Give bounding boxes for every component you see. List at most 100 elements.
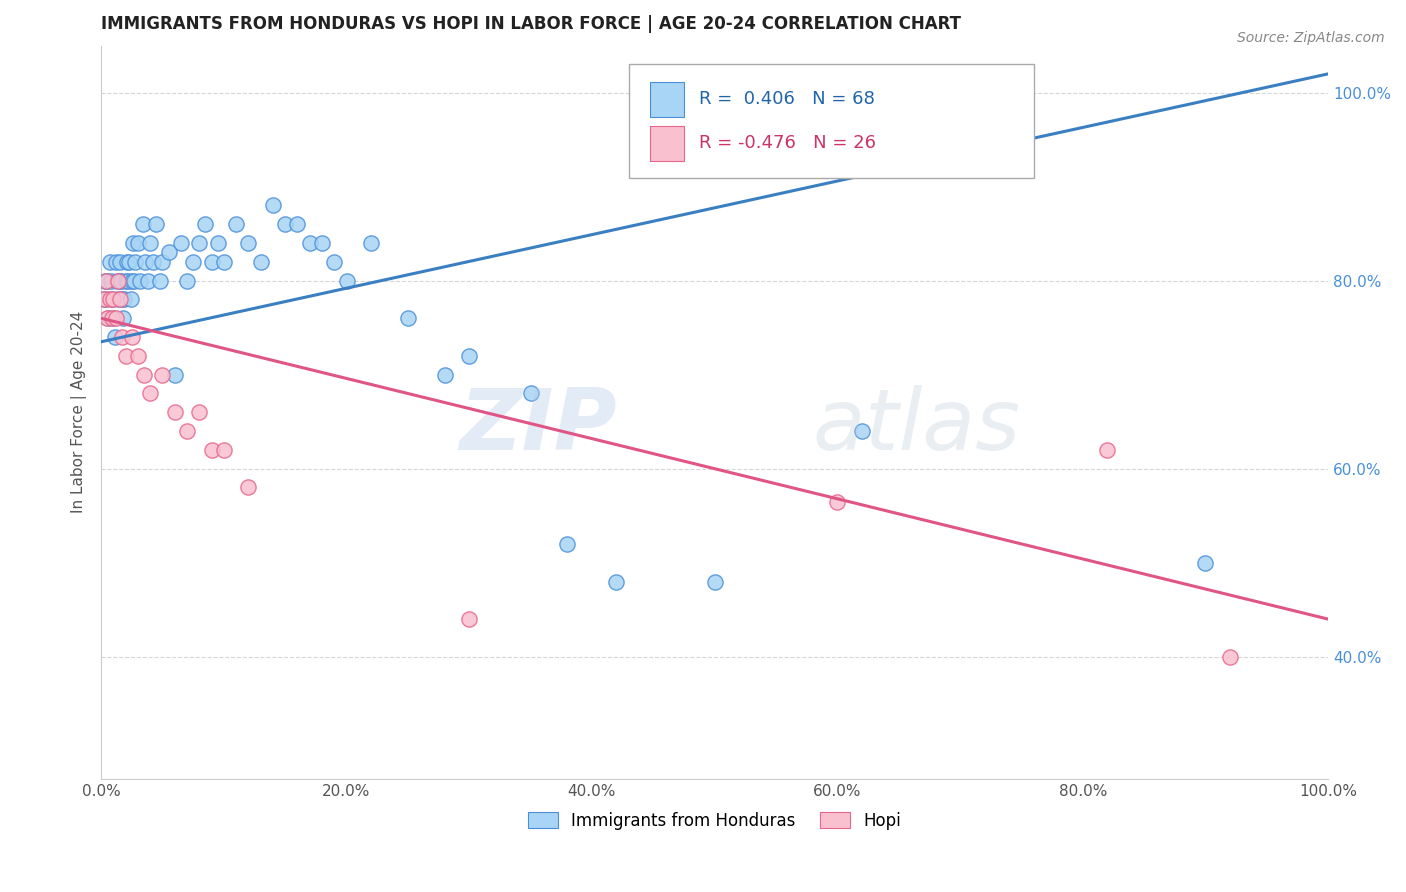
Bar bbox=[650, 126, 683, 161]
Point bbox=[188, 405, 211, 419]
Point bbox=[101, 293, 124, 307]
Point bbox=[152, 255, 174, 269]
Point bbox=[149, 274, 172, 288]
Point bbox=[139, 236, 162, 251]
Point bbox=[132, 368, 155, 382]
Point bbox=[238, 481, 260, 495]
Text: R = -0.476   N = 26: R = -0.476 N = 26 bbox=[699, 134, 876, 153]
Point bbox=[225, 217, 247, 231]
Point bbox=[132, 217, 155, 231]
Legend: Immigrants from Honduras, Hopi: Immigrants from Honduras, Hopi bbox=[522, 805, 908, 837]
Point bbox=[163, 368, 186, 382]
Point bbox=[101, 311, 124, 326]
Point bbox=[176, 274, 198, 288]
Point bbox=[94, 293, 117, 307]
Point bbox=[103, 293, 125, 307]
Point bbox=[605, 574, 627, 589]
Point bbox=[110, 274, 132, 288]
Point bbox=[96, 274, 118, 288]
Point bbox=[194, 217, 217, 231]
Point bbox=[107, 274, 129, 288]
Point bbox=[274, 217, 297, 231]
Point bbox=[262, 198, 284, 212]
Point bbox=[112, 311, 135, 326]
Point bbox=[139, 386, 162, 401]
Point bbox=[114, 293, 136, 307]
Point bbox=[129, 274, 152, 288]
Point bbox=[111, 293, 134, 307]
Point bbox=[287, 217, 309, 231]
Point bbox=[136, 274, 159, 288]
Point bbox=[249, 255, 271, 269]
Point bbox=[212, 442, 235, 457]
Point bbox=[105, 274, 128, 288]
Point bbox=[121, 274, 143, 288]
Point bbox=[827, 494, 849, 508]
Point bbox=[145, 217, 167, 231]
Point bbox=[207, 236, 229, 251]
Text: Source: ZipAtlas.com: Source: ZipAtlas.com bbox=[1237, 31, 1385, 45]
Point bbox=[176, 424, 198, 438]
Point bbox=[127, 349, 149, 363]
Point bbox=[108, 293, 131, 307]
Point bbox=[94, 274, 117, 288]
Point bbox=[121, 330, 143, 344]
Point bbox=[98, 293, 121, 307]
Point bbox=[519, 386, 541, 401]
Point bbox=[1219, 649, 1241, 664]
Point bbox=[97, 311, 120, 326]
Point bbox=[122, 236, 145, 251]
Point bbox=[108, 255, 131, 269]
Point bbox=[142, 255, 165, 269]
Point bbox=[115, 255, 138, 269]
Point bbox=[118, 255, 141, 269]
Point bbox=[104, 330, 127, 344]
Point bbox=[1097, 442, 1119, 457]
Point bbox=[238, 236, 260, 251]
Point bbox=[298, 236, 321, 251]
Point bbox=[120, 293, 142, 307]
Point bbox=[851, 424, 873, 438]
Point bbox=[311, 236, 333, 251]
Point bbox=[104, 311, 127, 326]
Point bbox=[360, 236, 382, 251]
Text: IMMIGRANTS FROM HONDURAS VS HOPI IN LABOR FORCE | AGE 20-24 CORRELATION CHART: IMMIGRANTS FROM HONDURAS VS HOPI IN LABO… bbox=[101, 15, 962, 33]
Point bbox=[107, 293, 129, 307]
Point bbox=[94, 274, 117, 288]
Point bbox=[396, 311, 419, 326]
Point bbox=[152, 368, 174, 382]
Point bbox=[703, 574, 725, 589]
Point bbox=[181, 255, 204, 269]
Point bbox=[114, 349, 136, 363]
Point bbox=[127, 236, 149, 251]
Point bbox=[104, 255, 127, 269]
Point bbox=[124, 255, 146, 269]
Point bbox=[323, 255, 346, 269]
Point bbox=[188, 236, 211, 251]
Point bbox=[458, 349, 481, 363]
Point bbox=[117, 274, 139, 288]
Point bbox=[200, 255, 222, 269]
Point bbox=[557, 537, 579, 551]
Point bbox=[111, 330, 134, 344]
Y-axis label: In Labor Force | Age 20-24: In Labor Force | Age 20-24 bbox=[72, 311, 87, 514]
Point bbox=[163, 405, 186, 419]
Point bbox=[103, 311, 125, 326]
Bar bbox=[650, 81, 683, 117]
Point bbox=[134, 255, 156, 269]
Point bbox=[157, 245, 180, 260]
Point bbox=[212, 255, 235, 269]
Point bbox=[93, 293, 115, 307]
FancyBboxPatch shape bbox=[628, 64, 1033, 178]
Point bbox=[458, 612, 481, 626]
Point bbox=[170, 236, 193, 251]
Point bbox=[93, 293, 115, 307]
Point bbox=[335, 274, 357, 288]
Point bbox=[96, 311, 118, 326]
Point bbox=[433, 368, 456, 382]
Text: R =  0.406   N = 68: R = 0.406 N = 68 bbox=[699, 90, 875, 108]
Point bbox=[98, 255, 121, 269]
Point bbox=[114, 274, 136, 288]
Point bbox=[122, 274, 145, 288]
Point bbox=[108, 274, 131, 288]
